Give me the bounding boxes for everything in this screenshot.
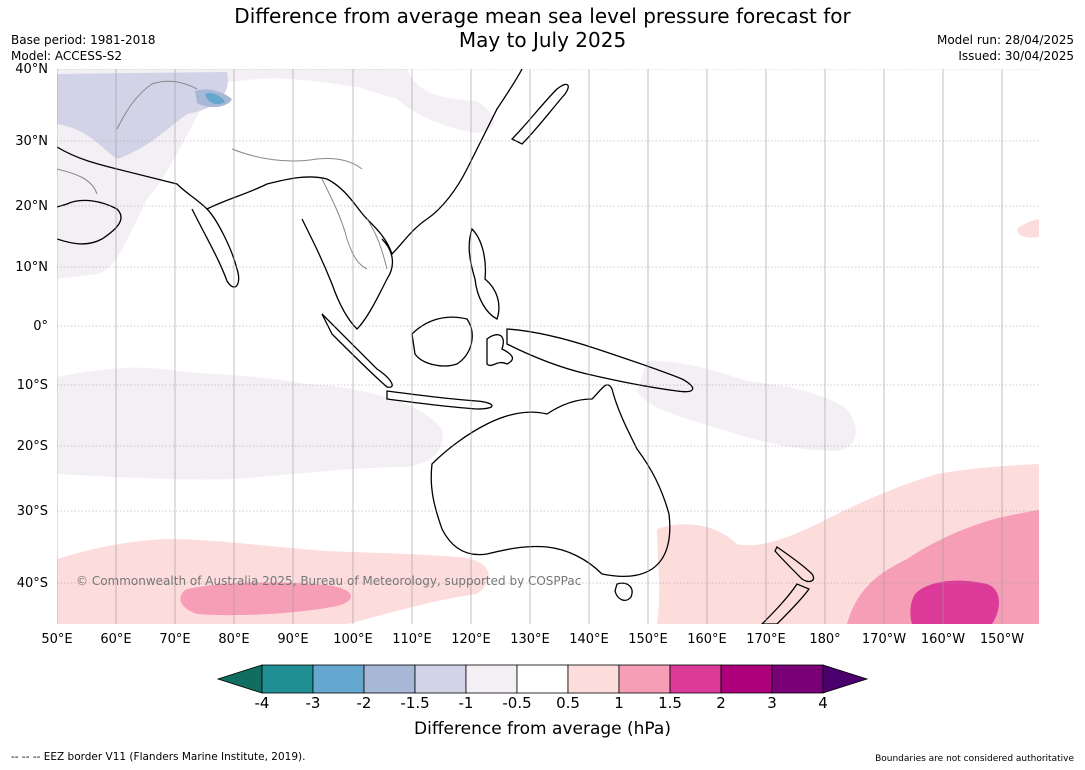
colorbar-segment	[618, 664, 671, 694]
lon-label-180: 180°	[809, 632, 841, 647]
title-line-2: May to July 2025	[458, 28, 627, 52]
coast-borneo	[411, 316, 473, 367]
colorbar-label: -2	[356, 694, 372, 712]
lon-label-100e: 100°E	[333, 632, 373, 647]
graticule	[57, 69, 1039, 584]
lat-label-40n: 40°N	[15, 62, 48, 77]
model-name: Model: ACCESS-S2	[11, 49, 123, 63]
coastlines	[57, 69, 815, 624]
coast-new-guinea	[506, 328, 694, 393]
pressure-anomaly-map	[57, 69, 1039, 624]
lon-label-160e: 160°E	[687, 632, 727, 647]
lat-label-0: 0°	[33, 319, 48, 334]
model-run-date: Model run: 28/04/2025	[936, 33, 1074, 47]
anomaly-south-indian-high	[180, 582, 351, 616]
lat-label-20s: 20°S	[16, 439, 48, 454]
lat-label-10n: 10°N	[15, 260, 48, 275]
anomaly-indian-ocean-low	[57, 367, 443, 480]
base-period: Base period: 1981-2018	[11, 33, 156, 47]
issued-date: Issued: 30/04/2025	[958, 49, 1074, 63]
colorbar-label: -4	[254, 694, 270, 712]
coast-east-asia	[206, 69, 523, 256]
colorbar-label: 3	[767, 694, 777, 712]
coast-sulawesi	[486, 334, 514, 367]
model-run-info: Model run: 28/04/2025 Issued: 30/04/2025	[937, 32, 1074, 64]
base-period-info: Base period: 1981-2018 Model: ACCESS-S2	[11, 32, 156, 64]
colorbar-label: -0.5	[502, 694, 532, 712]
colorbar-segment	[771, 664, 824, 694]
anomaly-southern-high-mild	[57, 539, 489, 624]
lon-label-160w: 160°W	[920, 632, 966, 647]
coast-australia	[430, 384, 671, 578]
colorbar-extend-high	[822, 664, 869, 694]
colorbar-label: 2	[716, 694, 726, 712]
anomaly-pacific-high-strong	[910, 580, 999, 624]
meridians	[57, 69, 1003, 624]
lon-label-150w: 150°W	[979, 632, 1025, 647]
boundaries-disclaimer: Boundaries are not considered authoritat…	[875, 754, 1074, 764]
colorbar-segment	[363, 664, 416, 694]
colorbar-title: Difference from average (hPa)	[414, 719, 671, 739]
lon-label-80e: 80°E	[218, 632, 250, 647]
anomaly-pacific-ne-high	[1017, 219, 1039, 238]
title-line-1: Difference from average mean sea level p…	[234, 4, 851, 28]
colorbar-segment	[261, 664, 314, 694]
colorbar-segments	[216, 664, 869, 694]
colorbar-label: 1.5	[658, 694, 682, 712]
lon-label-130e: 130°E	[510, 632, 550, 647]
lat-label-30s: 30°S	[16, 504, 48, 519]
lon-label-60e: 60°E	[100, 632, 132, 647]
eez-border-note: -- -- -- EEZ border V11 (Flanders Marine…	[11, 751, 306, 763]
lon-label-150e: 150°E	[628, 632, 668, 647]
lat-label-20n: 20°N	[15, 199, 48, 214]
anomaly-tibet-strong-low	[205, 93, 225, 105]
lat-label-40s: 40°S	[16, 576, 48, 591]
coast-tasmania	[614, 582, 633, 601]
coast-new-zealand-south	[761, 583, 810, 624]
lon-label-110e: 110°E	[392, 632, 432, 647]
coast-new-zealand-north	[774, 546, 815, 583]
coast-japan	[510, 83, 569, 145]
lon-label-90e: 90°E	[277, 632, 309, 647]
colorbar	[216, 664, 869, 694]
coast-sumatra	[321, 313, 393, 388]
colorbar-segment	[567, 664, 620, 694]
colorbar-label: 0.5	[556, 694, 580, 712]
map-title: Difference from average mean sea level p…	[0, 4, 1085, 52]
lon-label-120e: 120°E	[451, 632, 491, 647]
lon-label-140e: 140°E	[569, 632, 609, 647]
lat-label-30n: 30°N	[15, 134, 48, 149]
lat-label-10s: 10°S	[16, 378, 48, 393]
colorbar-segment	[516, 664, 569, 694]
lon-label-170w: 170°W	[861, 632, 907, 647]
colorbar-label: 4	[818, 694, 828, 712]
anomaly-north-low-moderate	[57, 72, 228, 159]
colorbar-segment	[312, 664, 365, 694]
country-borders	[57, 80, 388, 270]
colorbar-segment	[465, 664, 518, 694]
lon-label-170e: 170°E	[746, 632, 786, 647]
lon-label-50e: 50°E	[41, 632, 73, 647]
colorbar-segment	[414, 664, 467, 694]
coast-java	[386, 390, 493, 410]
coast-indochina	[301, 218, 394, 330]
colorbar-label: -1.5	[400, 694, 430, 712]
copyright-notice: © Commonwealth of Australia 2025, Bureau…	[76, 574, 582, 588]
coast-arabia	[57, 199, 122, 245]
colorbar-extend-low	[216, 664, 263, 694]
colorbar-label: 1	[614, 694, 624, 712]
colorbar-label: -3	[305, 694, 321, 712]
colorbar-segment	[669, 664, 722, 694]
colorbar-segment	[720, 664, 773, 694]
colorbar-label: -1	[458, 694, 474, 712]
anomaly-coral-sea-low	[637, 360, 856, 451]
lon-label-70e: 70°E	[159, 632, 191, 647]
